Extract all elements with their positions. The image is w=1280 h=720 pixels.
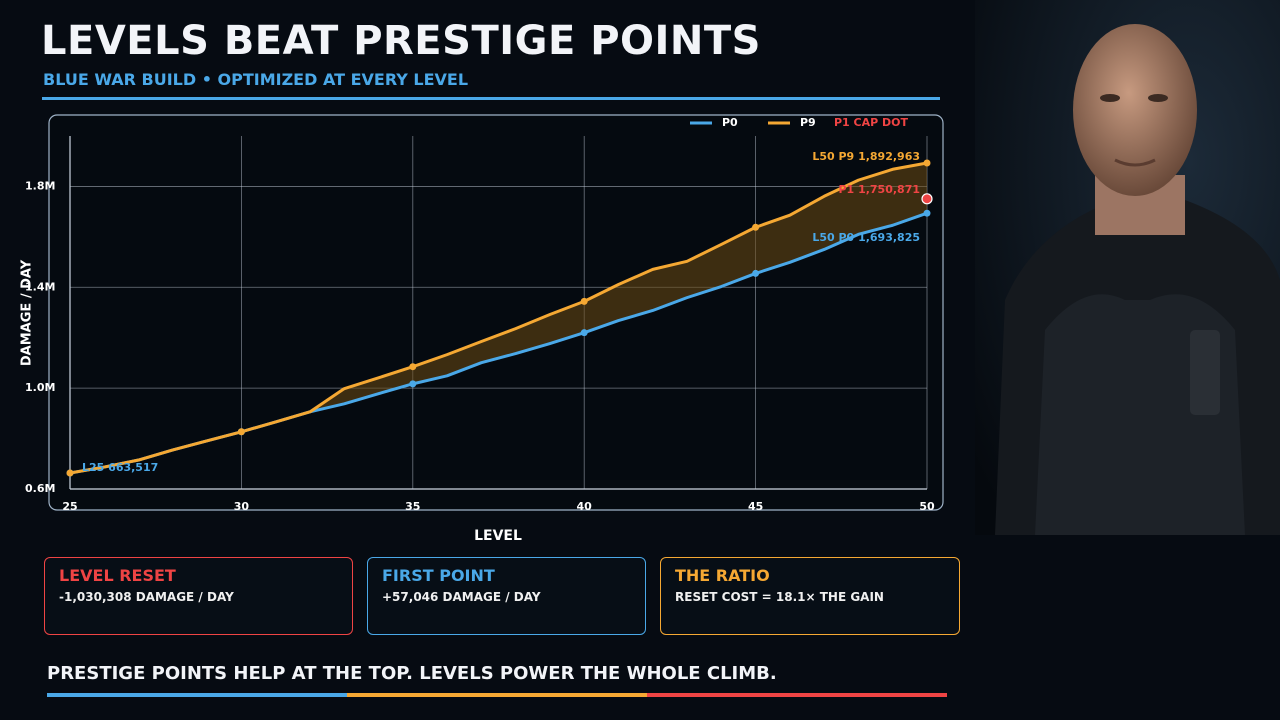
card-text: RESET COST = 18.1× THE GAIN — [675, 590, 884, 604]
point-marker — [752, 269, 760, 277]
card: FIRST POINT +57,046 DAMAGE / DAY — [367, 557, 646, 635]
x-tick-label: 30 — [234, 500, 250, 513]
annotation-tag: L50 P9 — [812, 150, 854, 163]
point-marker — [409, 363, 417, 371]
rule-segment — [47, 693, 347, 697]
chart-frame — [48, 114, 944, 511]
card-text: -1,030,308 DAMAGE / DAY — [59, 590, 234, 604]
x-axis-label: LEVEL — [474, 528, 522, 544]
annotation-value: 1,693,825 — [858, 231, 920, 244]
y-tick-label: 1.4M — [25, 280, 55, 293]
annotation: L25 663,517 — [82, 461, 158, 474]
series-line — [69, 161, 928, 475]
annotation: L50 P9 1,892,963 — [812, 150, 920, 163]
card: LEVEL RESET -1,030,308 DAMAGE / DAY — [44, 557, 353, 635]
annotation-tag: L50 P0 — [812, 231, 854, 244]
title-rule — [42, 97, 940, 100]
x-tick-label: 50 — [919, 500, 935, 513]
point-marker — [752, 223, 760, 231]
cap-dot — [921, 193, 933, 205]
legend-label: P0 — [722, 116, 738, 129]
rule-segment — [647, 693, 947, 697]
card-title: FIRST POINT — [382, 566, 495, 585]
point-marker — [237, 428, 245, 436]
annotation: P1 1,750,871 — [839, 183, 921, 196]
x-tick-label: 25 — [62, 500, 77, 513]
annotation: L50 P0 1,693,825 — [812, 231, 920, 244]
y-tick-label: 1.8M — [25, 179, 55, 192]
footer-text: PRESTIGE POINTS HELP AT THE TOP. LEVELS … — [47, 663, 777, 684]
legend-label: P1 CAP DOT — [834, 116, 909, 129]
legend-label: P9 — [800, 116, 816, 129]
y-axis-label: DAMAGE / DAY — [20, 259, 35, 366]
y-tick-label: 0.6M — [25, 482, 55, 495]
page-subtitle: BLUE WAR BUILD • OPTIMIZED AT EVERY LEVE… — [43, 70, 469, 89]
point-marker — [580, 329, 588, 337]
rule-segment — [347, 693, 647, 697]
annotation-tag: P1 — [839, 183, 855, 196]
point-marker — [923, 159, 931, 167]
card-text: +57,046 DAMAGE / DAY — [382, 590, 541, 604]
chart: LEVEL DAMAGE / DAY 0.6M 1.0M 1.4M 1.8M 25 30 3… — [20, 114, 944, 544]
annotation-value: 1,750,871 — [858, 183, 920, 196]
footer-rule — [47, 693, 947, 697]
annotation-tag: L25 — [82, 461, 104, 474]
x-tick-label: 35 — [405, 500, 420, 513]
point-marker — [923, 209, 931, 217]
x-tick-label: 40 — [577, 500, 593, 513]
point-marker — [409, 380, 417, 388]
y-tick-label: 1.0M — [25, 381, 55, 394]
point-marker — [66, 469, 74, 477]
card-title: LEVEL RESET — [59, 566, 176, 585]
page-title: LEVELS BEAT PRESTIGE POINTS — [41, 18, 761, 64]
card: THE RATIO RESET COST = 18.1× THE GAIN — [660, 557, 960, 635]
x-tick-label: 45 — [748, 500, 763, 513]
card-title: THE RATIO — [675, 566, 770, 585]
gap-fill — [70, 162, 927, 473]
annotation-value: 1,892,963 — [858, 150, 920, 163]
annotation-value: 663,517 — [108, 461, 158, 474]
point-marker — [580, 297, 588, 305]
portrait-photo — [975, 0, 1280, 535]
